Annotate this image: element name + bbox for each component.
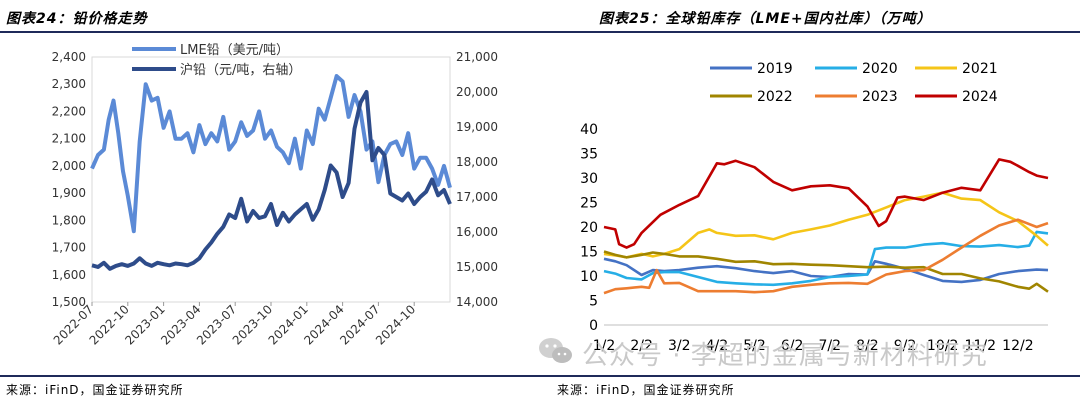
- y-left-tick-label: 2,000: [52, 159, 86, 173]
- left-source: 来源：iFinD，国金证券研究所: [6, 383, 184, 397]
- y-right-tick-label: 21,000: [456, 50, 498, 64]
- y-tick-label: 10: [580, 269, 598, 285]
- legend-label: 2019: [757, 61, 793, 77]
- y-left-tick-label: 1,500: [52, 295, 86, 309]
- legend-label: 2024: [962, 89, 998, 105]
- y-tick-label: 0: [589, 318, 598, 334]
- series-2019-line: [603, 257, 1049, 284]
- y-right-tick-label: 20,000: [456, 85, 498, 99]
- series-2022-line: [603, 250, 1049, 293]
- y-tick-label: 25: [580, 196, 598, 212]
- legend-label: 2021: [962, 61, 998, 77]
- y-tick-label: 35: [580, 147, 598, 163]
- series-2023-line: [603, 218, 1049, 295]
- x-tick-label: 12/2: [1002, 338, 1033, 354]
- series-shfe-line: [91, 90, 452, 271]
- y-right-tick-label: 17,000: [456, 190, 498, 204]
- y-right-tick-label: 16,000: [456, 225, 498, 239]
- y-tick-label: 5: [589, 294, 598, 310]
- y-tick-label: 20: [580, 220, 598, 236]
- series-2021-line: [603, 191, 1049, 259]
- x-tick-label: 4/2: [706, 338, 729, 354]
- y-left-tick-label: 1,600: [52, 268, 86, 282]
- y-left-tick-label: 1,900: [52, 186, 86, 200]
- x-tick-label: 6/2: [781, 338, 804, 354]
- top-rule: [0, 31, 1080, 33]
- x-tick-label: 2024-10: [373, 302, 418, 347]
- legend-label: 沪铅（元/吨，右轴）: [180, 62, 301, 78]
- y-right-tick-label: 14,000: [456, 295, 498, 309]
- y-left-tick-label: 2,200: [52, 104, 86, 118]
- lead-price-chart: 1,500 1,600 1,700 1,800 1,900 2,000 2,100 2,200…: [51, 43, 498, 348]
- x-tick-label: 2/2: [630, 338, 653, 354]
- x-tick-label: 10/2: [927, 338, 958, 354]
- y-left-tick-label: 2,300: [52, 77, 86, 91]
- y-tick-label: 15: [580, 245, 598, 261]
- y-tick-label: 40: [580, 122, 598, 138]
- y-right-tick-label: 15,000: [456, 260, 498, 274]
- legend-label: 2020: [862, 61, 898, 77]
- left-figure-title: 图表24：铅价格走势: [6, 11, 148, 27]
- series-lme-line: [90, 74, 452, 234]
- y-right-tick-label: 19,000: [456, 120, 498, 134]
- legend-label: LME铅（美元/吨）: [180, 43, 289, 58]
- y-left-tick-label: 1,700: [52, 241, 86, 255]
- series-2020-line: [603, 230, 1049, 287]
- x-tick-label: 3/2: [668, 338, 691, 354]
- y-left-tick-label: 2,400: [52, 50, 86, 64]
- right-figure-title: 图表25：全球铅库存（LME+国内社库）（万吨）: [599, 11, 932, 27]
- x-tick-label: 8/2: [856, 338, 879, 354]
- wechat-icon: [539, 338, 572, 363]
- y-left-tick-label: 1,800: [52, 213, 86, 227]
- x-tick-label: 9/2: [894, 338, 917, 354]
- y-tick-label: 30: [580, 171, 598, 187]
- legend-label: 2023: [862, 89, 898, 105]
- right-source: 来源：iFinD，国金证券研究所: [557, 383, 735, 397]
- bottom-rule: [0, 375, 1080, 377]
- y-left-tick-label: 2,100: [52, 132, 86, 146]
- y-right-tick-label: 18,000: [456, 155, 498, 169]
- x-tick-label: 7/2: [818, 338, 841, 354]
- watermark: 公众号 · 李超的金属与新材料研究: [582, 341, 988, 371]
- x-tick-label: 1/2: [593, 338, 616, 354]
- series-2024-line: [603, 158, 1049, 249]
- legend-label: 2022: [757, 89, 793, 105]
- x-tick-label: 5/2: [743, 338, 766, 354]
- lead-inventory-chart: 2019 2020 2021 2022 2023 2024 0 5 10 15 20 25 30 35 4…: [580, 61, 1049, 354]
- x-tick-label: 11/2: [965, 338, 996, 354]
